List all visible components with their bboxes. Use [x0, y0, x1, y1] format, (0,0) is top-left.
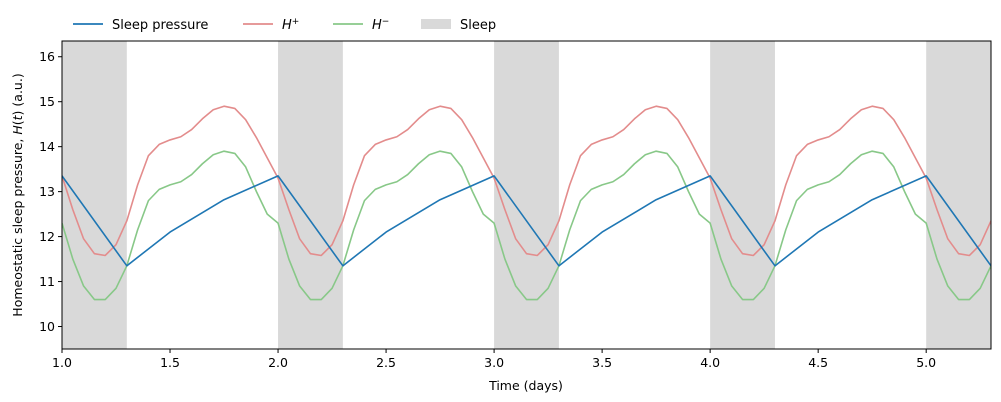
- legend-label-h-plus: H+: [282, 17, 299, 33]
- x-axis-label: Time (days): [488, 378, 563, 393]
- series-lines: [62, 105, 991, 301]
- sleep-bands: [62, 41, 991, 349]
- legend-label-sleep-pressure: Sleep pressure: [112, 18, 208, 33]
- plot-frame: [61, 40, 992, 350]
- sleep-band-2: [494, 41, 559, 349]
- x-tick-label: 1.0: [52, 355, 72, 370]
- y-tick-label: 12: [39, 229, 55, 244]
- y-tick-label: 10: [39, 319, 55, 334]
- x-tick-label: 2.0: [268, 355, 288, 370]
- x-tick-label: 3.5: [592, 355, 612, 370]
- y-tick-label: 13: [39, 184, 55, 199]
- sleep-band-4: [926, 41, 991, 349]
- series-line-1: [62, 105, 991, 257]
- y-tick-label: 11: [39, 274, 55, 289]
- sleep-band-0: [62, 41, 127, 349]
- x-tick-label: 3.0: [484, 355, 504, 370]
- sleep-band-3: [710, 41, 775, 349]
- y-tick-label: 15: [39, 94, 55, 109]
- x-tick-label: 5.0: [916, 355, 936, 370]
- legend-label-h-minus: H−: [372, 17, 389, 33]
- x-tick-label: 1.5: [160, 355, 180, 370]
- x-tick-label: 4.0: [700, 355, 720, 370]
- x-tick-label: 2.5: [376, 355, 396, 370]
- y-axis-label: Homeostatic sleep pressure, H(t) (a.u.): [10, 73, 25, 316]
- x-tick-label: 4.5: [808, 355, 828, 370]
- y-tick-label: 14: [39, 139, 55, 154]
- series-line-0: [62, 175, 991, 267]
- series-line-2: [62, 150, 991, 301]
- x-axis-ticks: 1.0 1.5 2.0 2.5 3.0 3.5 4.0 4.5 5.0: [52, 349, 936, 370]
- legend-label-sleep: Sleep: [460, 18, 496, 33]
- sleep-band-1: [278, 41, 343, 349]
- legend: Sleep pressure H+ H− Sleep: [73, 17, 496, 33]
- y-axis-ticks: 10 11 12 13 14 15 16: [39, 49, 62, 334]
- y-tick-label: 16: [39, 49, 55, 64]
- legend-swatch-sleep: [421, 19, 451, 29]
